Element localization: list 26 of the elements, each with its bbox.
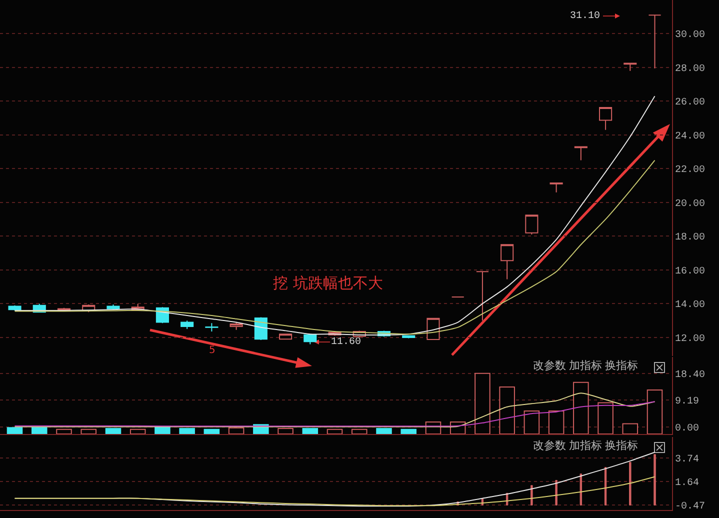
- y-tick-label: 1.64: [675, 478, 700, 489]
- y-tick-label: 26.00: [675, 98, 706, 109]
- annotation: 31.10: [570, 11, 600, 22]
- y-tick-label: 18.00: [675, 232, 706, 244]
- annotation: 换指标: [605, 359, 638, 372]
- y-tick-label: 9.19: [675, 396, 700, 408]
- y-tick-label: 30.00: [675, 30, 706, 42]
- annotation: 改参数: [533, 359, 566, 372]
- annotation: 5: [209, 345, 216, 356]
- y-tick-label: 18.40: [675, 370, 706, 381]
- annotation: 换指标: [605, 439, 638, 452]
- annotation: 加指标: [569, 359, 602, 372]
- annotation: 挖 坑跌幅也不大: [273, 274, 383, 292]
- y-tick-label: 14.00: [675, 300, 706, 312]
- y-tick-label: -0.47: [675, 502, 706, 513]
- y-tick-label: 28.00: [675, 64, 706, 75]
- annotation: 11.60: [331, 337, 362, 348]
- y-tick-label: 12.00: [675, 334, 706, 345]
- y-tick-label: 16.00: [675, 266, 706, 278]
- y-tick-label: 20.00: [675, 198, 706, 210]
- y-tick-label: 22.00: [675, 165, 706, 176]
- y-tick-label: 0.00: [675, 424, 700, 434]
- annotation: 改参数: [533, 439, 566, 452]
- y-tick-label: 24.00: [675, 131, 706, 142]
- annotation: 加指标: [569, 439, 602, 452]
- y-tick-label: 3.74: [675, 454, 700, 466]
